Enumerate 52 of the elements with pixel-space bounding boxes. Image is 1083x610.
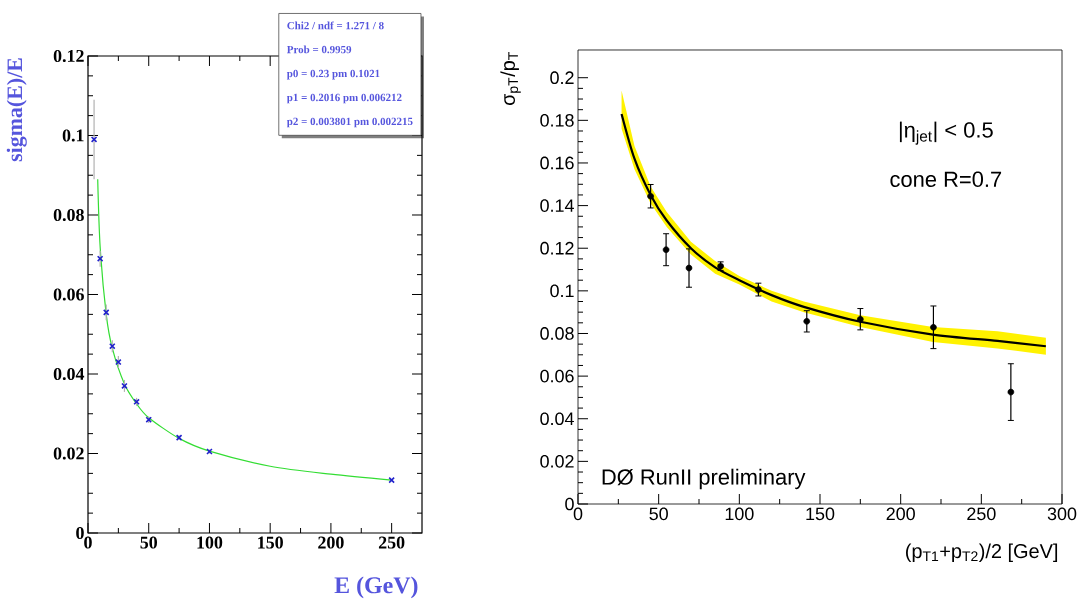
y-tick-label: 0.1	[62, 129, 84, 142]
y-tick-label: 0.18	[540, 113, 574, 127]
annotation: DØ RunII preliminary	[602, 468, 806, 490]
y-tick-label: 0.04	[53, 367, 85, 381]
point	[647, 192, 654, 200]
y-tick-label: 0.08	[540, 327, 574, 340]
x-tick-label: 50	[140, 536, 158, 549]
point	[857, 315, 864, 323]
x-axis-title: (p$_{T1}$+p$_{T2}$)/2 [GeV]	[906, 543, 1058, 563]
x-tick-label: 250	[378, 536, 405, 549]
y-tick-label: 0.08	[53, 208, 84, 222]
annotation: p1 = 0.2016 pm 0.006212	[286, 93, 402, 104]
annotation: p0 = 0.23 pm 0.1021	[286, 69, 380, 80]
point	[685, 264, 693, 272]
y-tick-label: 0.14	[540, 199, 574, 212]
y-axis-title: σ$_{pT}$/p$_{T}$	[500, 52, 521, 106]
annotation: cone R=0.7	[890, 171, 1002, 188]
y-tick-label: 0	[76, 526, 84, 540]
y-tick-label: 0.06	[53, 288, 84, 301]
line-series	[97, 178, 393, 481]
x-tick-label: 0	[573, 507, 583, 521]
x-tick-label: 150	[806, 507, 835, 521]
x-tick-label: 100	[197, 536, 223, 549]
point	[662, 246, 670, 253]
x-tick-label: 100	[725, 507, 754, 521]
x-tick-label: 300	[1047, 507, 1077, 521]
y-tick-label: 0.02	[540, 455, 574, 468]
y-tick-label: 0	[565, 497, 574, 511]
x-tick-label: 0	[84, 536, 92, 549]
text: Prob = 0.9959	[286, 45, 352, 54]
x-tick-label: 250	[967, 507, 996, 521]
y-tick-label: 0.2	[550, 71, 574, 85]
text: Chi2 / ndf = 1.271 / 8	[287, 21, 384, 30]
point	[755, 286, 762, 293]
y-tick-label: 0.04	[540, 412, 574, 426]
x-tick-label: 150	[258, 536, 283, 549]
x-tick-label: 50	[649, 507, 668, 521]
y-axis-title: sigma(E)/E	[6, 58, 27, 162]
y-tick-label: 0.12	[540, 241, 574, 255]
annotation: p2 = 0.003801 pm 0.002215	[286, 117, 413, 128]
y-tick-label: 0.12	[53, 49, 84, 63]
x-tick-label: 200	[886, 507, 915, 521]
x-axis-title: E (GeV)	[334, 576, 418, 599]
point	[930, 324, 937, 331]
annotation: |η$_{jet}$| < 0.5	[899, 121, 993, 145]
point	[1007, 388, 1015, 396]
y-tick-label: 0.1	[550, 284, 574, 298]
x-tick-label: 200	[318, 536, 344, 549]
point	[803, 318, 811, 325]
y-tick-label: 0.06	[540, 369, 574, 383]
y-tick-label: 0.16	[540, 156, 574, 170]
y-tick-label: 0.02	[53, 447, 84, 460]
